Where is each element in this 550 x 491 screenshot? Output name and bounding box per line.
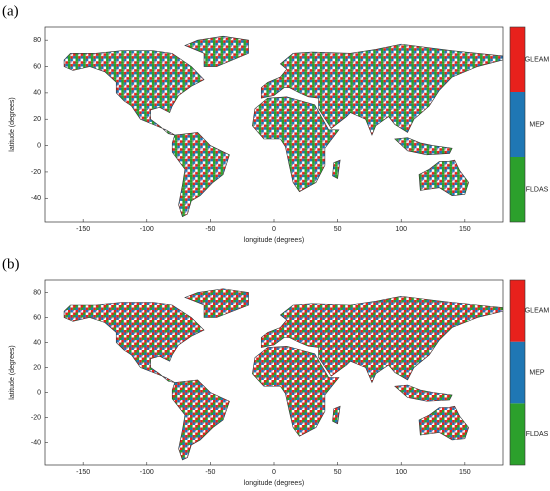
y-tick-label: -40 <box>31 195 41 202</box>
y-tick-label: 0 <box>37 389 41 396</box>
colorbar-label: FLDAS <box>526 431 549 438</box>
colorbar-segment <box>510 403 525 465</box>
y-tick-label: 40 <box>33 90 41 97</box>
y-axis-label: latitude (degrees) <box>9 97 16 151</box>
y-tick-label: -40 <box>31 439 41 446</box>
y-tick-label: 60 <box>33 314 41 321</box>
y-tick-label: 0 <box>37 142 41 149</box>
x-tick-label: -150 <box>76 226 90 233</box>
map-area <box>63 288 503 461</box>
colorbar-label: MEP <box>529 369 545 376</box>
colorbar-label: FLDAS <box>526 186 549 193</box>
y-tick-label: 80 <box>33 37 41 44</box>
colorbar-frame <box>509 279 526 466</box>
x-tick-label: -150 <box>76 469 90 476</box>
colorbar-label: GLEAM <box>525 56 550 63</box>
x-tick-label: 0 <box>272 469 276 476</box>
x-tick-label: 150 <box>459 226 471 233</box>
colorbar-label: MEP <box>529 121 545 128</box>
y-tick-label: -20 <box>31 414 41 421</box>
x-tick-label: -50 <box>205 469 215 476</box>
colorbar-segment <box>510 341 525 404</box>
y-tick-label: 20 <box>33 364 41 371</box>
map-area <box>63 35 503 218</box>
land-cover <box>63 35 503 218</box>
y-tick-label: 20 <box>33 116 41 123</box>
colorbar-segment <box>510 27 525 92</box>
colorbar-segment <box>510 92 525 157</box>
y-tick-label: -20 <box>31 169 41 176</box>
x-tick-label: -50 <box>205 226 215 233</box>
y-tick-label: 60 <box>33 63 41 70</box>
colorbar-label: GLEAM <box>525 308 550 315</box>
x-axis-label: longitude (degrees) <box>244 480 304 487</box>
x-tick-label: 100 <box>395 469 407 476</box>
x-axis-label: longitude (degrees) <box>244 237 304 244</box>
x-tick-label: 50 <box>334 226 342 233</box>
x-tick-label: -100 <box>140 469 154 476</box>
panel-label: (a) <box>2 3 19 19</box>
colorbar-segment <box>510 280 525 342</box>
colorbar-segment <box>510 157 525 222</box>
colorbar-frame <box>509 26 526 223</box>
y-tick-label: 40 <box>33 339 41 346</box>
y-tick-label: 80 <box>33 289 41 296</box>
x-tick-label: 150 <box>459 469 471 476</box>
x-tick-label: 100 <box>395 226 407 233</box>
x-tick-label: 50 <box>334 469 342 476</box>
x-tick-label: 0 <box>272 226 276 233</box>
y-axis-label: latitude (degrees) <box>9 345 16 399</box>
x-tick-label: -100 <box>140 226 154 233</box>
land-cover <box>63 288 503 461</box>
panel-label: (b) <box>2 256 20 272</box>
